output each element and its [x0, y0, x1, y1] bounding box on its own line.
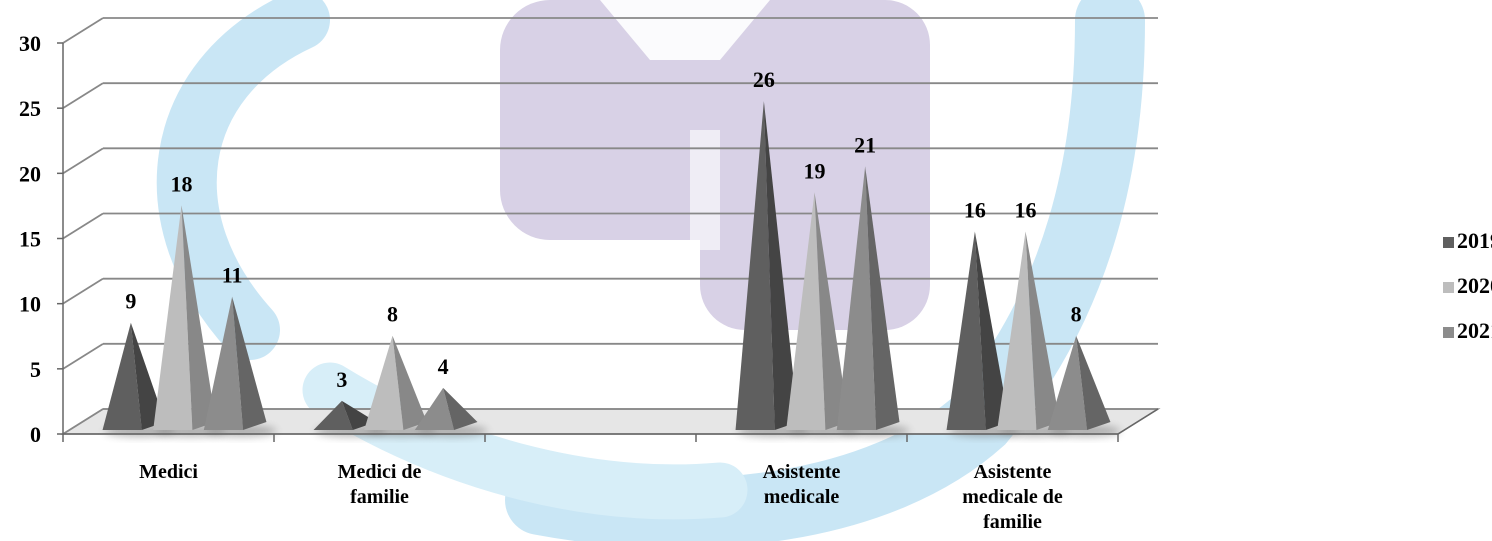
x-axis-depth-line: [1117, 408, 1159, 435]
y-tick-label: 10: [19, 292, 41, 317]
bar-2021-front: [414, 387, 455, 430]
legend-label-2021: 2021: [1457, 318, 1492, 343]
data-label: 9: [125, 289, 136, 314]
bar-2020-side: [392, 335, 427, 430]
gridline-depth: [62, 82, 104, 109]
category-label: Medici: [139, 461, 198, 483]
data-label: 8: [387, 302, 398, 327]
gridline-depth: [62, 408, 104, 435]
category-label: medicale de: [962, 486, 1063, 508]
bar-2019-front: [735, 101, 775, 430]
data-label: 18: [171, 171, 193, 196]
bars: [102, 101, 1121, 437]
bar-2021-side: [232, 296, 267, 430]
bar-2021-side: [443, 387, 478, 430]
legend-label-2019: 2019: [1457, 228, 1492, 253]
bar-2021-front: [1047, 335, 1088, 430]
gridline-depth: [62, 212, 104, 240]
legend-swatch-2021: [1443, 327, 1454, 338]
data-label: 3: [336, 367, 347, 392]
y-tick-label: 15: [19, 227, 41, 252]
legend-swatch-2020: [1443, 282, 1454, 293]
bar-2020-side: [814, 192, 849, 430]
bar-2019-side: [763, 101, 799, 430]
bar-2019-front: [102, 322, 142, 430]
y-tick-label: 0: [30, 422, 41, 447]
labels: Medici Medici de familie Asistente medicale A…: [125, 67, 1081, 533]
bar-2020-front: [153, 205, 193, 430]
data-label: 26: [753, 67, 775, 92]
bar-2020-front: [997, 231, 1037, 430]
gridline-depth: [62, 343, 104, 370]
gridline-depth: [62, 147, 104, 175]
bar-2019-side: [974, 231, 1010, 430]
gridline-depth: [62, 17, 104, 44]
category-label: Medici de: [338, 461, 422, 483]
bar-2021-side: [865, 166, 900, 431]
data-label: 16: [1015, 197, 1037, 222]
data-label: 21: [854, 132, 876, 157]
category-label: medicale: [764, 486, 840, 508]
y-tick-label: 5: [30, 357, 41, 382]
gridline-depth: [62, 277, 104, 305]
bar-2021-front: [836, 166, 877, 431]
y-tick-label: 20: [19, 161, 41, 186]
bar-2021-front: [203, 296, 244, 430]
bar-2020-side: [1025, 231, 1060, 430]
category-label: Asistente: [974, 461, 1052, 483]
bar-2021-side: [1076, 335, 1111, 430]
data-label: 4: [438, 354, 449, 379]
bar-2020-front: [364, 335, 404, 430]
bar-2019-front: [313, 400, 353, 430]
bar-2020-front: [786, 192, 826, 430]
y-tick-label: 25: [19, 96, 41, 121]
data-label: 11: [222, 263, 243, 288]
category-label: familie: [350, 486, 409, 508]
legend-label-2020: 2020: [1457, 273, 1492, 298]
data-label: 16: [964, 197, 986, 222]
data-label: 19: [804, 158, 826, 183]
bar-2020-side: [181, 205, 216, 430]
data-label: 8: [1071, 302, 1082, 327]
legend-swatch-2019: [1443, 237, 1454, 248]
bar-2019-front: [946, 231, 986, 430]
category-label: Asistente: [763, 461, 841, 483]
legend: 2019 2020 2021: [1443, 228, 1492, 343]
y-tick-label: 30: [19, 31, 41, 56]
category-label: familie: [983, 511, 1042, 533]
